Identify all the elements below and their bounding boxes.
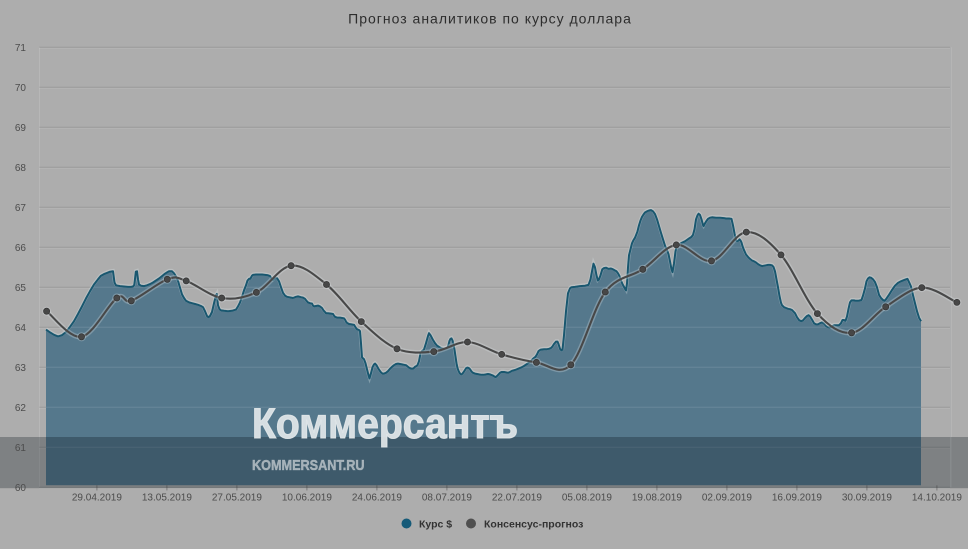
svg-text:Прогноз аналитиков по курсу до: Прогноз аналитиков по курсу доллара [348, 11, 632, 27]
svg-text:14.10.2019: 14.10.2019 [912, 493, 962, 504]
svg-text:68: 68 [15, 163, 27, 174]
svg-text:71: 71 [15, 43, 27, 54]
svg-text:19.08.2019: 19.08.2019 [632, 493, 682, 504]
svg-text:22.07.2019: 22.07.2019 [492, 493, 542, 504]
svg-text:67: 67 [15, 203, 27, 214]
svg-text:Коммерсантъ: Коммерсантъ [252, 401, 518, 448]
svg-text:Курс $: Курс $ [419, 519, 452, 531]
svg-text:60: 60 [15, 483, 27, 494]
svg-text:05.08.2019: 05.08.2019 [562, 493, 612, 504]
svg-text:65: 65 [15, 283, 27, 294]
svg-text:30.09.2019: 30.09.2019 [842, 493, 892, 504]
svg-text:69: 69 [15, 123, 27, 134]
svg-text:29.04.2019: 29.04.2019 [72, 493, 122, 504]
svg-text:61: 61 [15, 443, 27, 454]
svg-text:66: 66 [15, 243, 27, 254]
svg-text:16.09.2019: 16.09.2019 [772, 493, 822, 504]
svg-text:KOMMERSANT.RU: KOMMERSANT.RU [252, 457, 365, 474]
svg-text:62: 62 [15, 403, 27, 414]
svg-text:08.07.2019: 08.07.2019 [422, 493, 472, 504]
svg-text:Консенсус-прогноз: Консенсус-прогноз [484, 519, 583, 531]
svg-text:24.06.2019: 24.06.2019 [352, 493, 402, 504]
svg-text:10.06.2019: 10.06.2019 [282, 493, 332, 504]
svg-text:13.05.2019: 13.05.2019 [142, 493, 192, 504]
svg-text:27.05.2019: 27.05.2019 [212, 493, 262, 504]
svg-text:63: 63 [15, 363, 27, 374]
svg-text:02.09.2019: 02.09.2019 [702, 493, 752, 504]
svg-text:70: 70 [15, 83, 27, 94]
svg-text:64: 64 [15, 323, 27, 334]
